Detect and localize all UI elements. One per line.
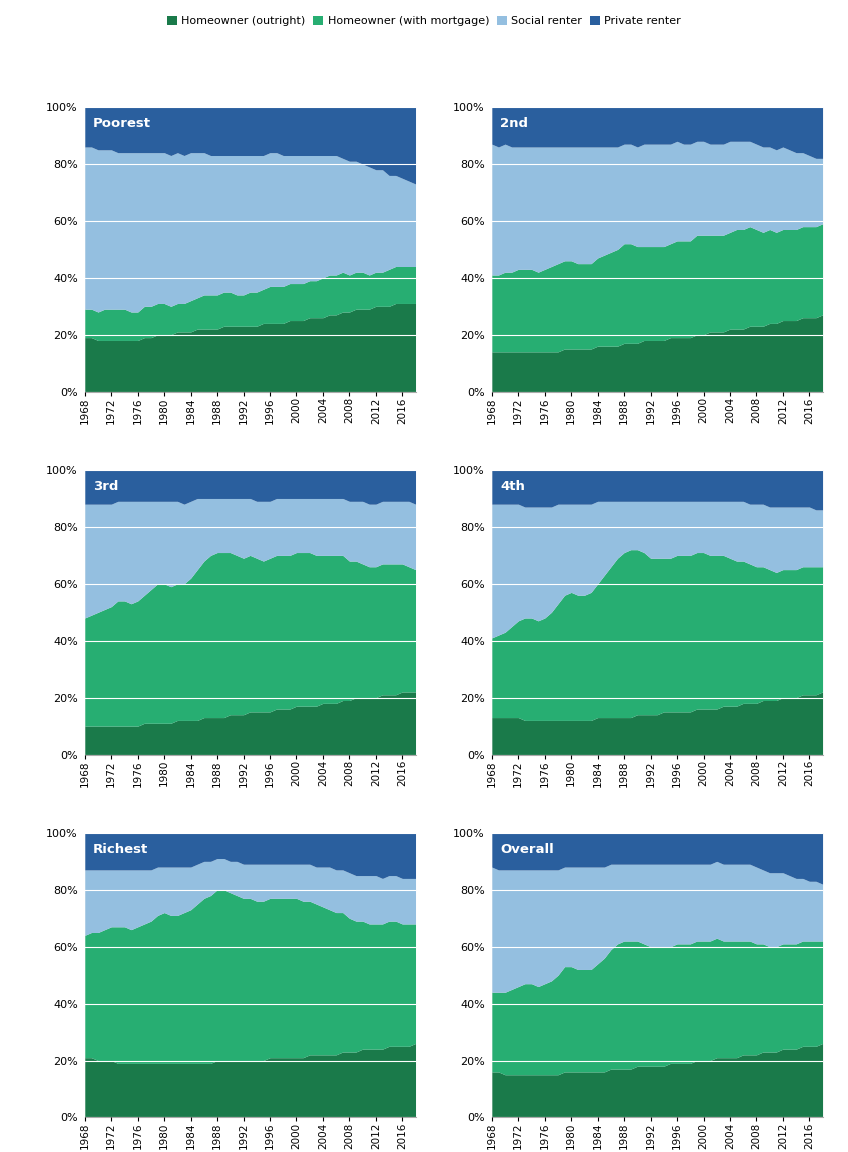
Text: 4th: 4th	[500, 480, 525, 493]
Text: 2nd: 2nd	[500, 118, 528, 130]
Text: Richest: Richest	[93, 843, 148, 856]
Text: 3rd: 3rd	[93, 480, 119, 493]
Legend: Homeowner (outright), Homeowner (with mortgage), Social renter, Private renter: Homeowner (outright), Homeowner (with mo…	[162, 12, 686, 31]
Text: Overall: Overall	[500, 843, 554, 856]
Text: Poorest: Poorest	[93, 118, 151, 130]
